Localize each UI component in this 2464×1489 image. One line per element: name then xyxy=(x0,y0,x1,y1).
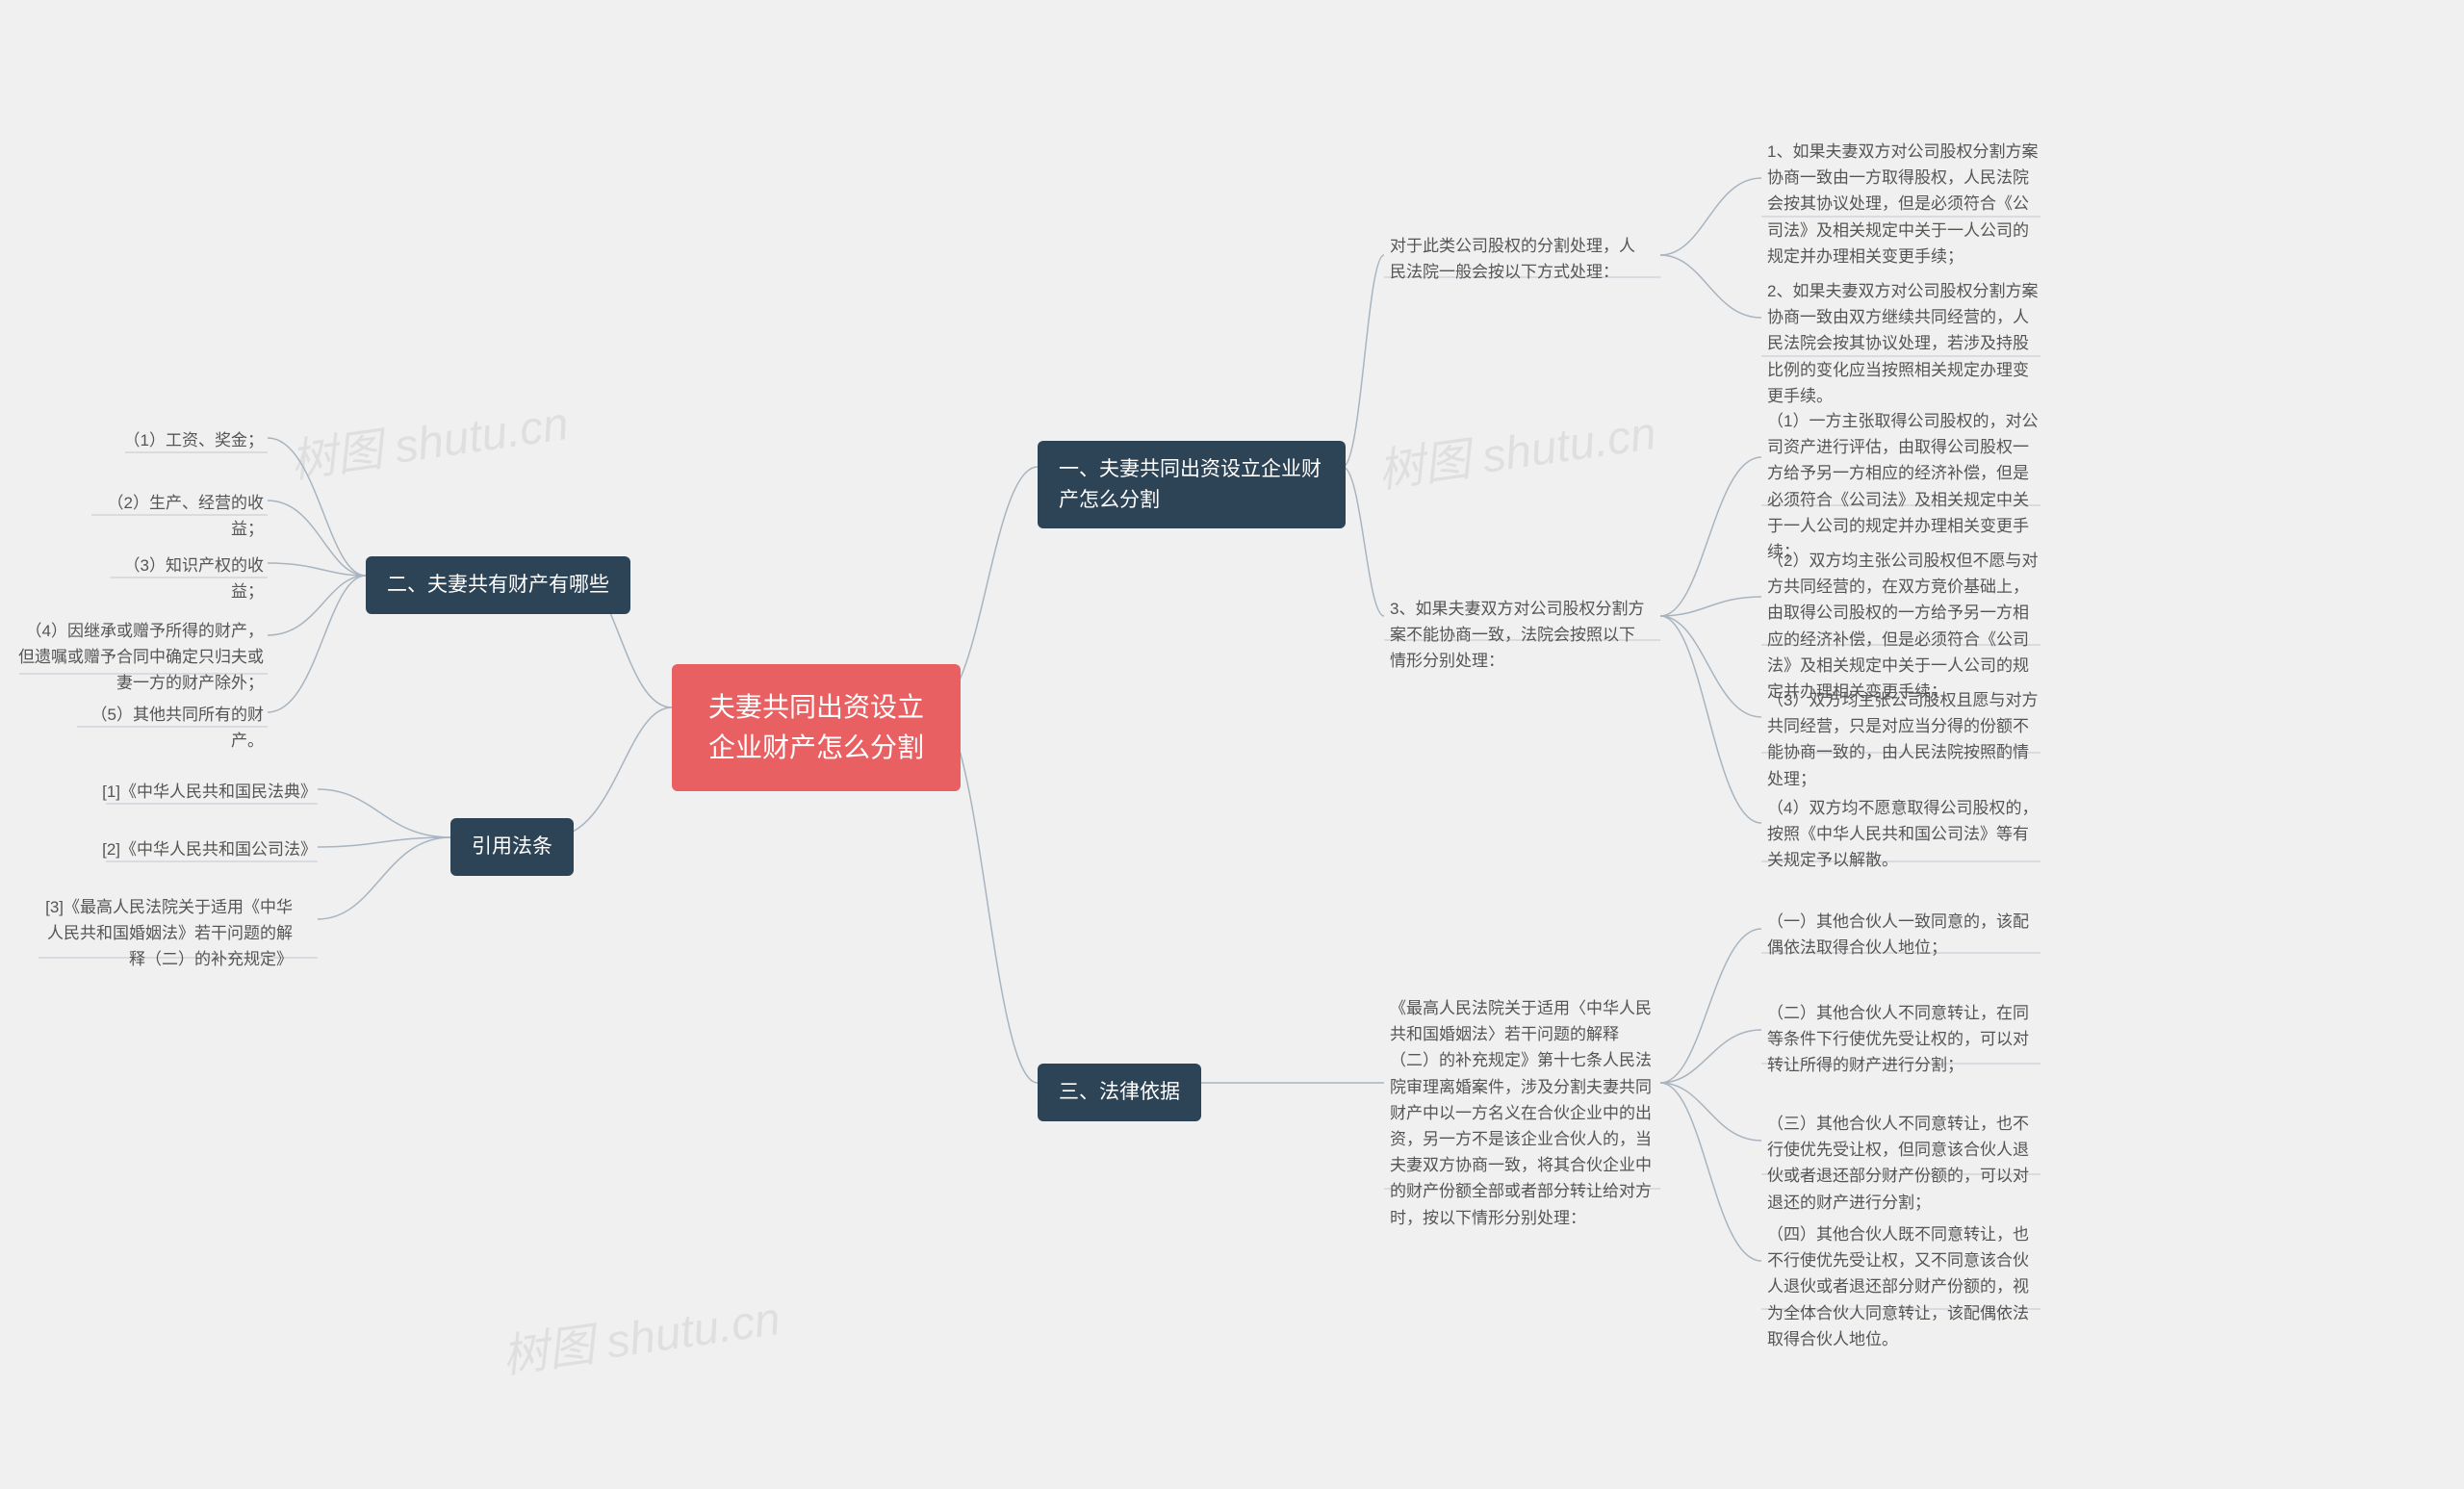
leaf-node: 2、如果夫妻双方对公司股权分割方案协商一致由双方继续共同经营的，人民法院会按其协… xyxy=(1761,274,2050,413)
leaf-node: 3、如果夫妻双方对公司股权分割方案不能协商一致，法院会按照以下情形分别处理： xyxy=(1384,592,1654,679)
watermark: 树图 shutu.cn xyxy=(286,385,573,491)
leaf-node: （1）工资、奖金； xyxy=(111,424,270,457)
leaf-node: 《最高人民法院关于适用〈中华人民共和国婚姻法〉若干问题的解释（二）的补充规定》第… xyxy=(1384,991,1663,1235)
leaf-node: （4）因继承或赠予所得的财产，但遗嘱或赠予合同中确定只归夫或妻一方的财产除外； xyxy=(10,614,270,701)
leaf-node: 对于此类公司股权的分割处理，人民法院一般会按以下方式处理： xyxy=(1384,229,1654,289)
branch-node-refs[interactable]: 引用法条 xyxy=(450,818,574,876)
leaf-node: （2）生产、经营的收益； xyxy=(77,486,270,546)
branch-node-3[interactable]: 三、法律依据 xyxy=(1038,1064,1201,1121)
leaf-node: [2]《中华人民共和国公司法》 xyxy=(91,833,322,866)
leaf-node: 1、如果夫妻双方对公司股权分割方案协商一致由一方取得股权，人民法院会按其协议处理… xyxy=(1761,135,2050,273)
connector-layer xyxy=(0,0,2464,1489)
leaf-node: （一）其他合伙人一致同意的，该配偶依法取得合伙人地位； xyxy=(1761,905,2050,964)
root-node[interactable]: 夫妻共同出资设立企业财产怎么分割 xyxy=(672,664,961,791)
watermark: 树图 shutu.cn xyxy=(1373,395,1660,501)
leaf-node: （二）其他合伙人不同意转让，在同等条件下行使优先受让权的，可以对转让所得的财产进… xyxy=(1761,996,2050,1083)
leaf-node: （4）双方均不愿意取得公司股权的，按照《中华人民共和国公司法》等有关规定予以解散… xyxy=(1761,791,2050,878)
leaf-node: （3）知识产权的收益； xyxy=(96,549,270,608)
leaf-node: （三）其他合伙人不同意转让，也不行使优先受让权，但同意该合伙人退伙或者退还部分财… xyxy=(1761,1107,2050,1219)
branch-node-2[interactable]: 二、夫妻共有财产有哪些 xyxy=(366,556,630,614)
leaf-node: [1]《中华人民共和国民法典》 xyxy=(91,775,322,809)
watermark: 树图 shutu.cn xyxy=(498,1280,784,1386)
leaf-node: [3]《最高人民法院关于适用《中华人民共和国婚姻法》若干问题的解释（二）的补充规… xyxy=(29,890,298,977)
leaf-node: （3）双方均主张公司股权且愿与对方共同经营，只是对应当分得的份额不能协商一致的，… xyxy=(1761,683,2050,796)
branch-node-1[interactable]: 一、夫妻共同出资设立企业财产怎么分割 xyxy=(1038,441,1346,528)
leaf-node: （5）其他共同所有的财产。 xyxy=(65,698,270,757)
leaf-node: （四）其他合伙人既不同意转让，也不行使优先受让权，又不同意该合伙人退伙或者退还部… xyxy=(1761,1218,2050,1356)
